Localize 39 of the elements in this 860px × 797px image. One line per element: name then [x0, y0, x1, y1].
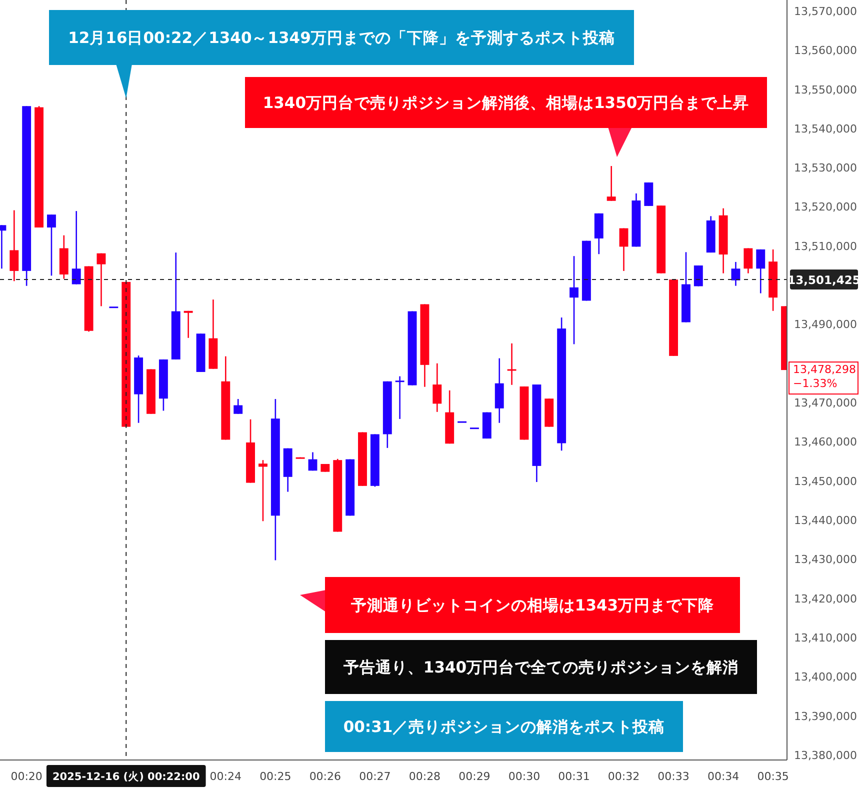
y-tick-label: 13,430,000: [794, 553, 857, 566]
y-tick-label: 13,420,000: [794, 592, 857, 606]
ref-line-label: 13,501,425: [788, 272, 860, 287]
x-tick-label: 00:30: [508, 770, 540, 783]
x-tick-label: 00:35: [757, 770, 789, 783]
x-tick-label: 00:33: [658, 770, 690, 783]
x-tick-label: 00:34: [707, 770, 740, 783]
y-tick-label: 13,490,000: [794, 318, 857, 332]
x-tick-label: 00:31: [558, 770, 590, 783]
x-tick-label: 2025-12-16 (火) 00:22:00: [52, 770, 200, 783]
x-tick-label: 00:28: [408, 770, 441, 783]
x-tick-label: 00:26: [309, 770, 342, 783]
y-tick-label: 13,530,000: [794, 162, 857, 175]
x-tick-label: 00:20: [10, 770, 42, 783]
y-tick-label: 13,390,000: [794, 710, 857, 723]
annotation: 12月16日00:22／1340～1349万円までの「下降」を予測するポスト投稿: [68, 29, 615, 47]
annotation: 00:31／売りポジションの解消をポスト投稿: [343, 718, 665, 736]
last-price: 13,478,298 −1.33%: [788, 362, 858, 395]
y-tick-label: 13,510,000: [794, 240, 857, 253]
y-tick-label: 13,520,000: [794, 200, 857, 214]
y-tick-label: 13,470,000: [794, 396, 857, 410]
x-tick-label: 00:29: [458, 770, 490, 783]
x-tick-label: 00:24: [210, 770, 242, 783]
y-tick-label: 13,570,000: [794, 4, 857, 18]
y-tick-label: 13,560,000: [794, 44, 857, 58]
y-tick-label: 13,380,000: [794, 748, 857, 762]
annotation: 予告通り、1340万円台で全ての売りポジションを解消: [342, 658, 739, 676]
y-tick-label: 13,440,000: [794, 514, 857, 527]
y-tick-label: 13,410,000: [794, 631, 857, 644]
y-tick-label: 13,450,000: [794, 474, 857, 488]
y-tick-label: 13,550,000: [794, 83, 857, 96]
x-tick-label: 00:32: [608, 770, 640, 783]
x-tick-label: 00:25: [260, 770, 292, 783]
annotation: 予測通りビットコインの相場は1343万円まで下降: [350, 596, 716, 614]
x-tick-label: 00:27: [359, 770, 391, 783]
annotation: 13,478,298 −1.33%: [793, 363, 856, 390]
y-tick-label: 13,460,000: [794, 436, 857, 449]
y-tick-label: 13,540,000: [794, 122, 857, 136]
y-tick-label: 13,400,000: [794, 670, 857, 684]
